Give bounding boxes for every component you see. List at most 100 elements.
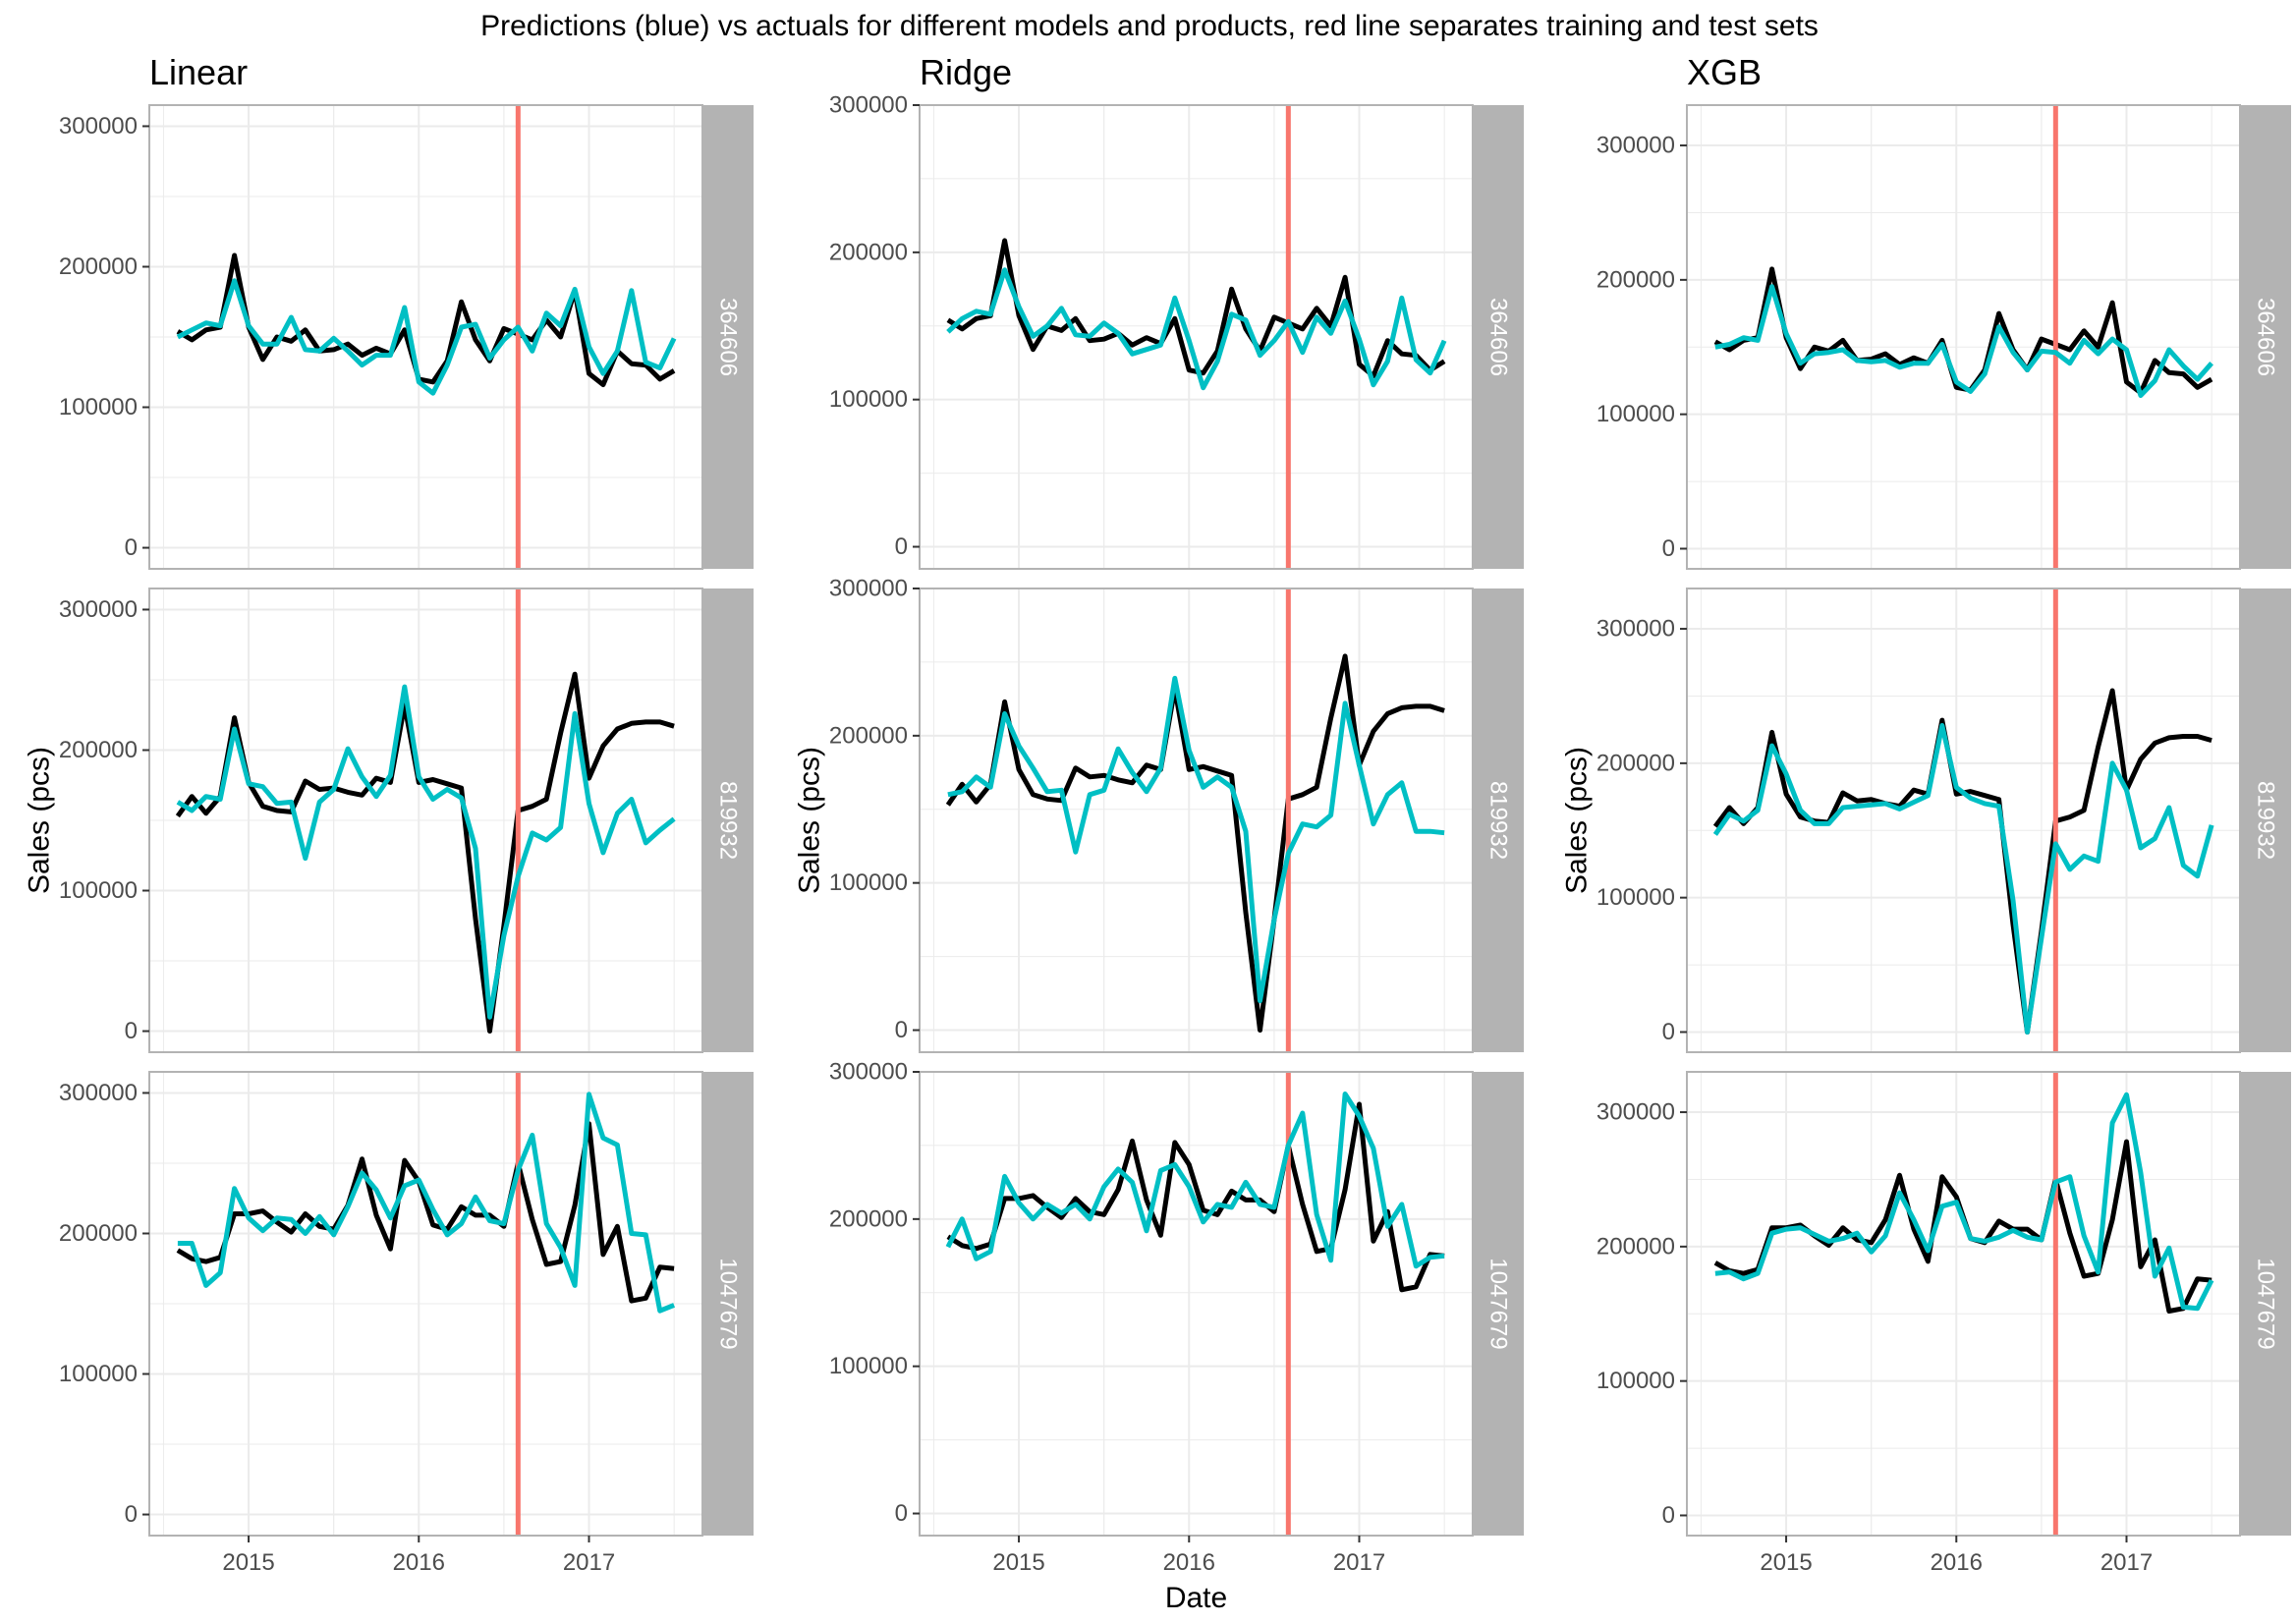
y-tick-label: 100000	[1596, 401, 1675, 427]
y-axis-label: Sales (pcs)	[794, 747, 826, 894]
x-tick-label: 2015	[1760, 1549, 1812, 1576]
x-tick-label: 2017	[563, 1549, 615, 1576]
y-tick-label: 0	[895, 1017, 908, 1043]
y-tick-label: 100000	[1596, 884, 1675, 911]
facet-strip	[2240, 1072, 2291, 1536]
panel-background	[920, 1072, 1473, 1536]
x-tick-label: 2016	[1931, 1549, 1983, 1576]
y-tick-label: 300000	[829, 1059, 908, 1086]
panel-xgb-1047679: 1047679 0 100000 200000 300000 2015 2016 2017	[1596, 1071, 2291, 1576]
panel-xgb-364606: 364606 0 100000 200000 300000	[1596, 104, 2291, 570]
y-tick-label: 0	[895, 1500, 908, 1527]
model-title-xgb: XGB	[1687, 52, 1762, 92]
y-tick-label: 300000	[59, 1080, 138, 1106]
facet-strip	[702, 1072, 754, 1536]
facet-strip	[2240, 588, 2291, 1052]
x-tick-label: 2016	[1163, 1549, 1215, 1576]
y-tick-label: 300000	[829, 576, 908, 602]
x-tick-label: 2015	[992, 1549, 1044, 1576]
y-tick-label: 200000	[1596, 750, 1675, 776]
facet-strip-label: 364606	[2253, 298, 2279, 376]
y-tick-label: 300000	[829, 92, 908, 119]
model-title-linear: Linear	[149, 52, 248, 92]
y-tick-label: 300000	[59, 113, 138, 140]
actual-line-364606	[176, 252, 676, 388]
y-tick-label: 100000	[829, 869, 908, 896]
x-tick-label: 2017	[1333, 1549, 1385, 1576]
y-tick-label: 200000	[59, 253, 138, 280]
facet-strip-label: 1047679	[2253, 1258, 2279, 1349]
facet-strip-label: 364606	[715, 298, 742, 376]
y-tick-label: 0	[125, 1501, 138, 1528]
y-tick-label: 300000	[59, 596, 138, 623]
model-title-ridge: Ridge	[920, 52, 1012, 92]
y-tick-label: 0	[895, 533, 908, 560]
y-tick-label: 200000	[829, 1205, 908, 1232]
facet-strip-label: 819932	[1485, 781, 1512, 860]
prediction-line-linear-819932	[176, 684, 676, 1020]
prediction-line-linear-1047679	[177, 1092, 676, 1314]
chart-title: Predictions (blue) vs actuals for differ…	[480, 10, 1819, 42]
y-axis-label: Sales (pcs)	[24, 747, 56, 894]
facet-strip-label: 819932	[715, 781, 742, 860]
facet-strip	[2240, 105, 2291, 569]
y-tick-label: 200000	[1596, 266, 1675, 293]
panel-background	[1687, 1072, 2240, 1536]
x-tick-label: 2015	[222, 1549, 274, 1576]
y-tick-label: 200000	[829, 239, 908, 265]
prediction-line-ridge-364606	[946, 267, 1447, 391]
facet-strip-label: 1047679	[715, 1258, 742, 1349]
prediction-line-xgb-819932	[1712, 723, 2214, 1035]
prediction-line-xgb-364606	[1714, 284, 2213, 398]
panel-xgb-819932: 819932 0 100000 200000 300000 Sales (pcs)	[1561, 588, 2291, 1053]
y-tick-label: 0	[1662, 1502, 1675, 1529]
panel-ridge-1047679: 1047679 0 100000 200000 300000 2015 2016 2017	[829, 1059, 1524, 1576]
panel-linear-819932: 819932 0 100000 200000 300000 Sales (pcs)	[24, 588, 754, 1053]
facet-strip-label: 364606	[1485, 298, 1512, 376]
y-tick-label: 300000	[1596, 616, 1675, 643]
y-tick-label: 200000	[829, 722, 908, 749]
panel-background	[1687, 588, 2240, 1052]
y-tick-label: 0	[1662, 535, 1675, 562]
panel-ridge-819932: 819932 0 100000 200000 300000 Sales (pcs)	[794, 576, 1524, 1053]
panel-background	[920, 588, 1473, 1052]
y-tick-label: 200000	[59, 1220, 138, 1247]
y-tick-label: 0	[1662, 1019, 1675, 1045]
y-tick-label: 300000	[1596, 1099, 1675, 1126]
y-tick-label: 0	[125, 534, 138, 561]
facet-strip	[1473, 1072, 1524, 1536]
facet-strip	[1473, 105, 1524, 569]
y-tick-label: 0	[125, 1018, 138, 1044]
y-tick-label: 100000	[59, 877, 138, 904]
facet-panels: Linear3646060100000200000300000819932010…	[24, 52, 2291, 1576]
facet-strip	[702, 105, 754, 569]
prediction-line-ridge-819932	[947, 675, 1445, 1004]
y-tick-label: 100000	[1596, 1368, 1675, 1394]
panel-linear-364606: 364606 0 100000 200000 300000	[59, 104, 754, 570]
x-tick-label: 2016	[393, 1549, 445, 1576]
actual-line-1047679	[176, 1121, 675, 1304]
facet-strip-label: 819932	[2253, 781, 2279, 860]
panel-ridge-364606: 364606 0 100000 200000 300000	[829, 92, 1524, 570]
y-axis-label: Sales (pcs)	[1561, 747, 1594, 894]
y-tick-label: 200000	[59, 737, 138, 763]
panel-linear-1047679: 1047679 0 100000 200000 300000 2015 2016 2017	[59, 1071, 754, 1576]
y-tick-label: 100000	[829, 386, 908, 413]
y-tick-label: 200000	[1596, 1233, 1675, 1260]
y-tick-label: 300000	[1596, 133, 1675, 159]
prediction-line-xgb-1047679	[1714, 1092, 2214, 1312]
y-tick-label: 100000	[59, 394, 138, 420]
x-tick-label: 2017	[2100, 1549, 2153, 1576]
prediction-line-linear-364606	[176, 278, 677, 396]
actual-line-819932	[175, 671, 675, 1034]
x-axis-label: Date	[1165, 1582, 1227, 1614]
facet-strip	[702, 588, 754, 1052]
panel-background	[1687, 105, 2240, 569]
y-tick-label: 100000	[829, 1353, 908, 1379]
prediction-line-ridge-1047679	[945, 1092, 1445, 1269]
panel-background	[920, 105, 1473, 569]
y-tick-label: 100000	[59, 1361, 138, 1387]
facet-strip-label: 1047679	[1485, 1258, 1512, 1349]
facet-strip	[1473, 588, 1524, 1052]
